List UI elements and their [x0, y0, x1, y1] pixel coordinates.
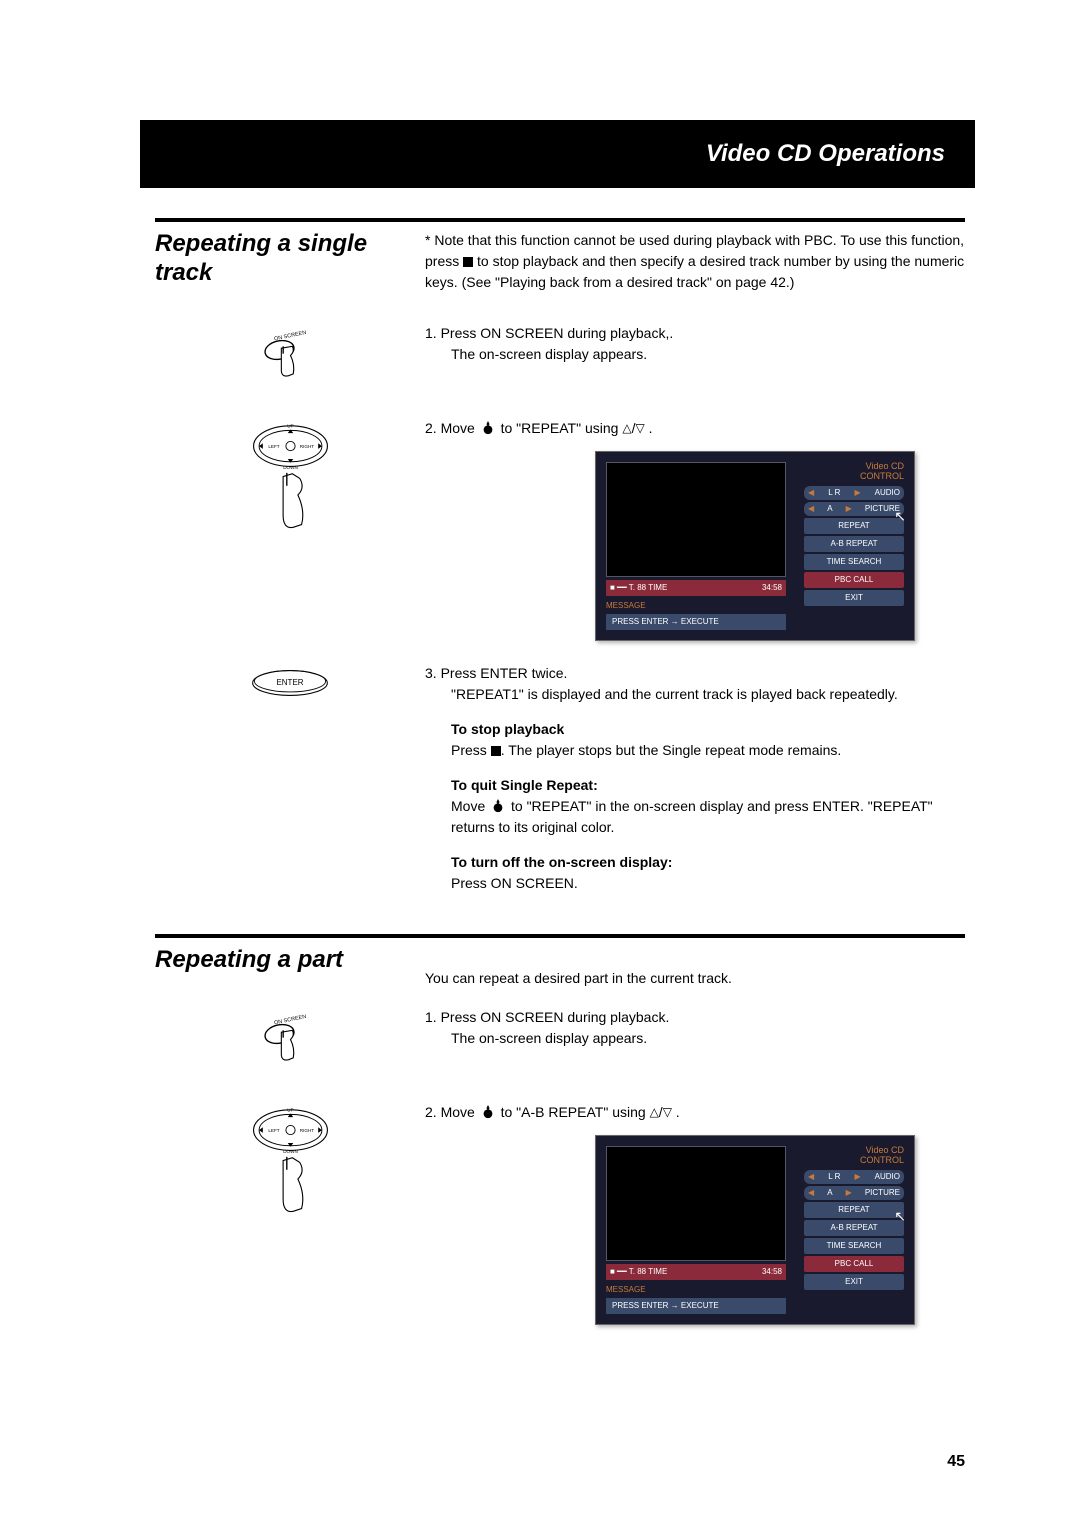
- svg-text:DOWN: DOWN: [283, 465, 298, 470]
- section-title: Repeating a single track: [155, 230, 425, 288]
- joystick-inline-icon: [479, 1104, 497, 1118]
- section-title: Repeating a part: [155, 946, 425, 975]
- svg-text:ENTER: ENTER: [276, 678, 303, 687]
- turn-off-heading: To turn off the on-screen display:: [451, 852, 965, 873]
- triangle-up-icon: △: [622, 419, 631, 437]
- on-screen-button-icon: ON SCREEN: [263, 328, 318, 388]
- triangle-up-icon: △: [650, 1103, 659, 1121]
- osd-menu: Video CDCONTROL ◀L R▶AUDIO ◀A▶PICTURE RE…: [804, 1146, 904, 1292]
- stop-playback-heading: To stop playback: [451, 719, 965, 740]
- svg-text:UP: UP: [287, 1108, 293, 1113]
- svg-text:DOWN: DOWN: [283, 1149, 298, 1154]
- quit-repeat-heading: To quit Single Repeat:: [451, 775, 965, 796]
- section-rule: [155, 934, 965, 938]
- header-title: Video CD Operations: [706, 140, 945, 167]
- triangle-down-icon: ▽: [663, 1103, 672, 1121]
- osd-menu: Video CDCONTROL ◀L R▶AUDIO ◀A▶PICTURE RE…: [804, 462, 904, 608]
- joystick-icon: UP DOWN LEFT RIGHT: [243, 423, 338, 548]
- svg-text:LEFT: LEFT: [268, 444, 279, 449]
- on-screen-button-icon: ON SCREEN: [263, 1012, 318, 1072]
- svg-text:UP: UP: [287, 424, 293, 429]
- joystick-inline-icon: [489, 798, 507, 812]
- joystick-icon: UP DOWN LEFT RIGHT: [243, 1107, 338, 1232]
- osd-screenshot-repeat: Video CDCONTROL ◀L R▶AUDIO ◀A▶PICTURE RE…: [595, 451, 915, 641]
- header-bar: Video CD Operations: [140, 120, 975, 188]
- stop-icon: [491, 746, 501, 756]
- cursor-icon: ↖: [894, 1206, 906, 1227]
- cursor-icon: ↖: [894, 506, 906, 527]
- enter-button-icon: ENTER: [250, 668, 330, 703]
- osd-screenshot-abrepeat: Video CDCONTROL ◀L R▶AUDIO ◀A▶PICTURE RE…: [595, 1135, 915, 1325]
- page-number: 45: [947, 1453, 965, 1471]
- section-repeat-single: Repeating a single track * Note that thi…: [155, 218, 965, 894]
- osd-video-area: [606, 1146, 786, 1261]
- svg-text:RIGHT: RIGHT: [299, 1128, 314, 1133]
- note-block: * Note that this function cannot be used…: [425, 230, 965, 293]
- joystick-inline-icon: [479, 420, 497, 434]
- section-repeat-part: Repeating a part You can repeat a desire…: [155, 934, 965, 1337]
- stop-icon: [463, 257, 473, 267]
- triangle-down-icon: ▽: [635, 419, 644, 437]
- osd-video-area: [606, 462, 786, 577]
- svg-text:RIGHT: RIGHT: [299, 444, 314, 449]
- svg-text:LEFT: LEFT: [268, 1128, 279, 1133]
- section-rule: [155, 218, 965, 222]
